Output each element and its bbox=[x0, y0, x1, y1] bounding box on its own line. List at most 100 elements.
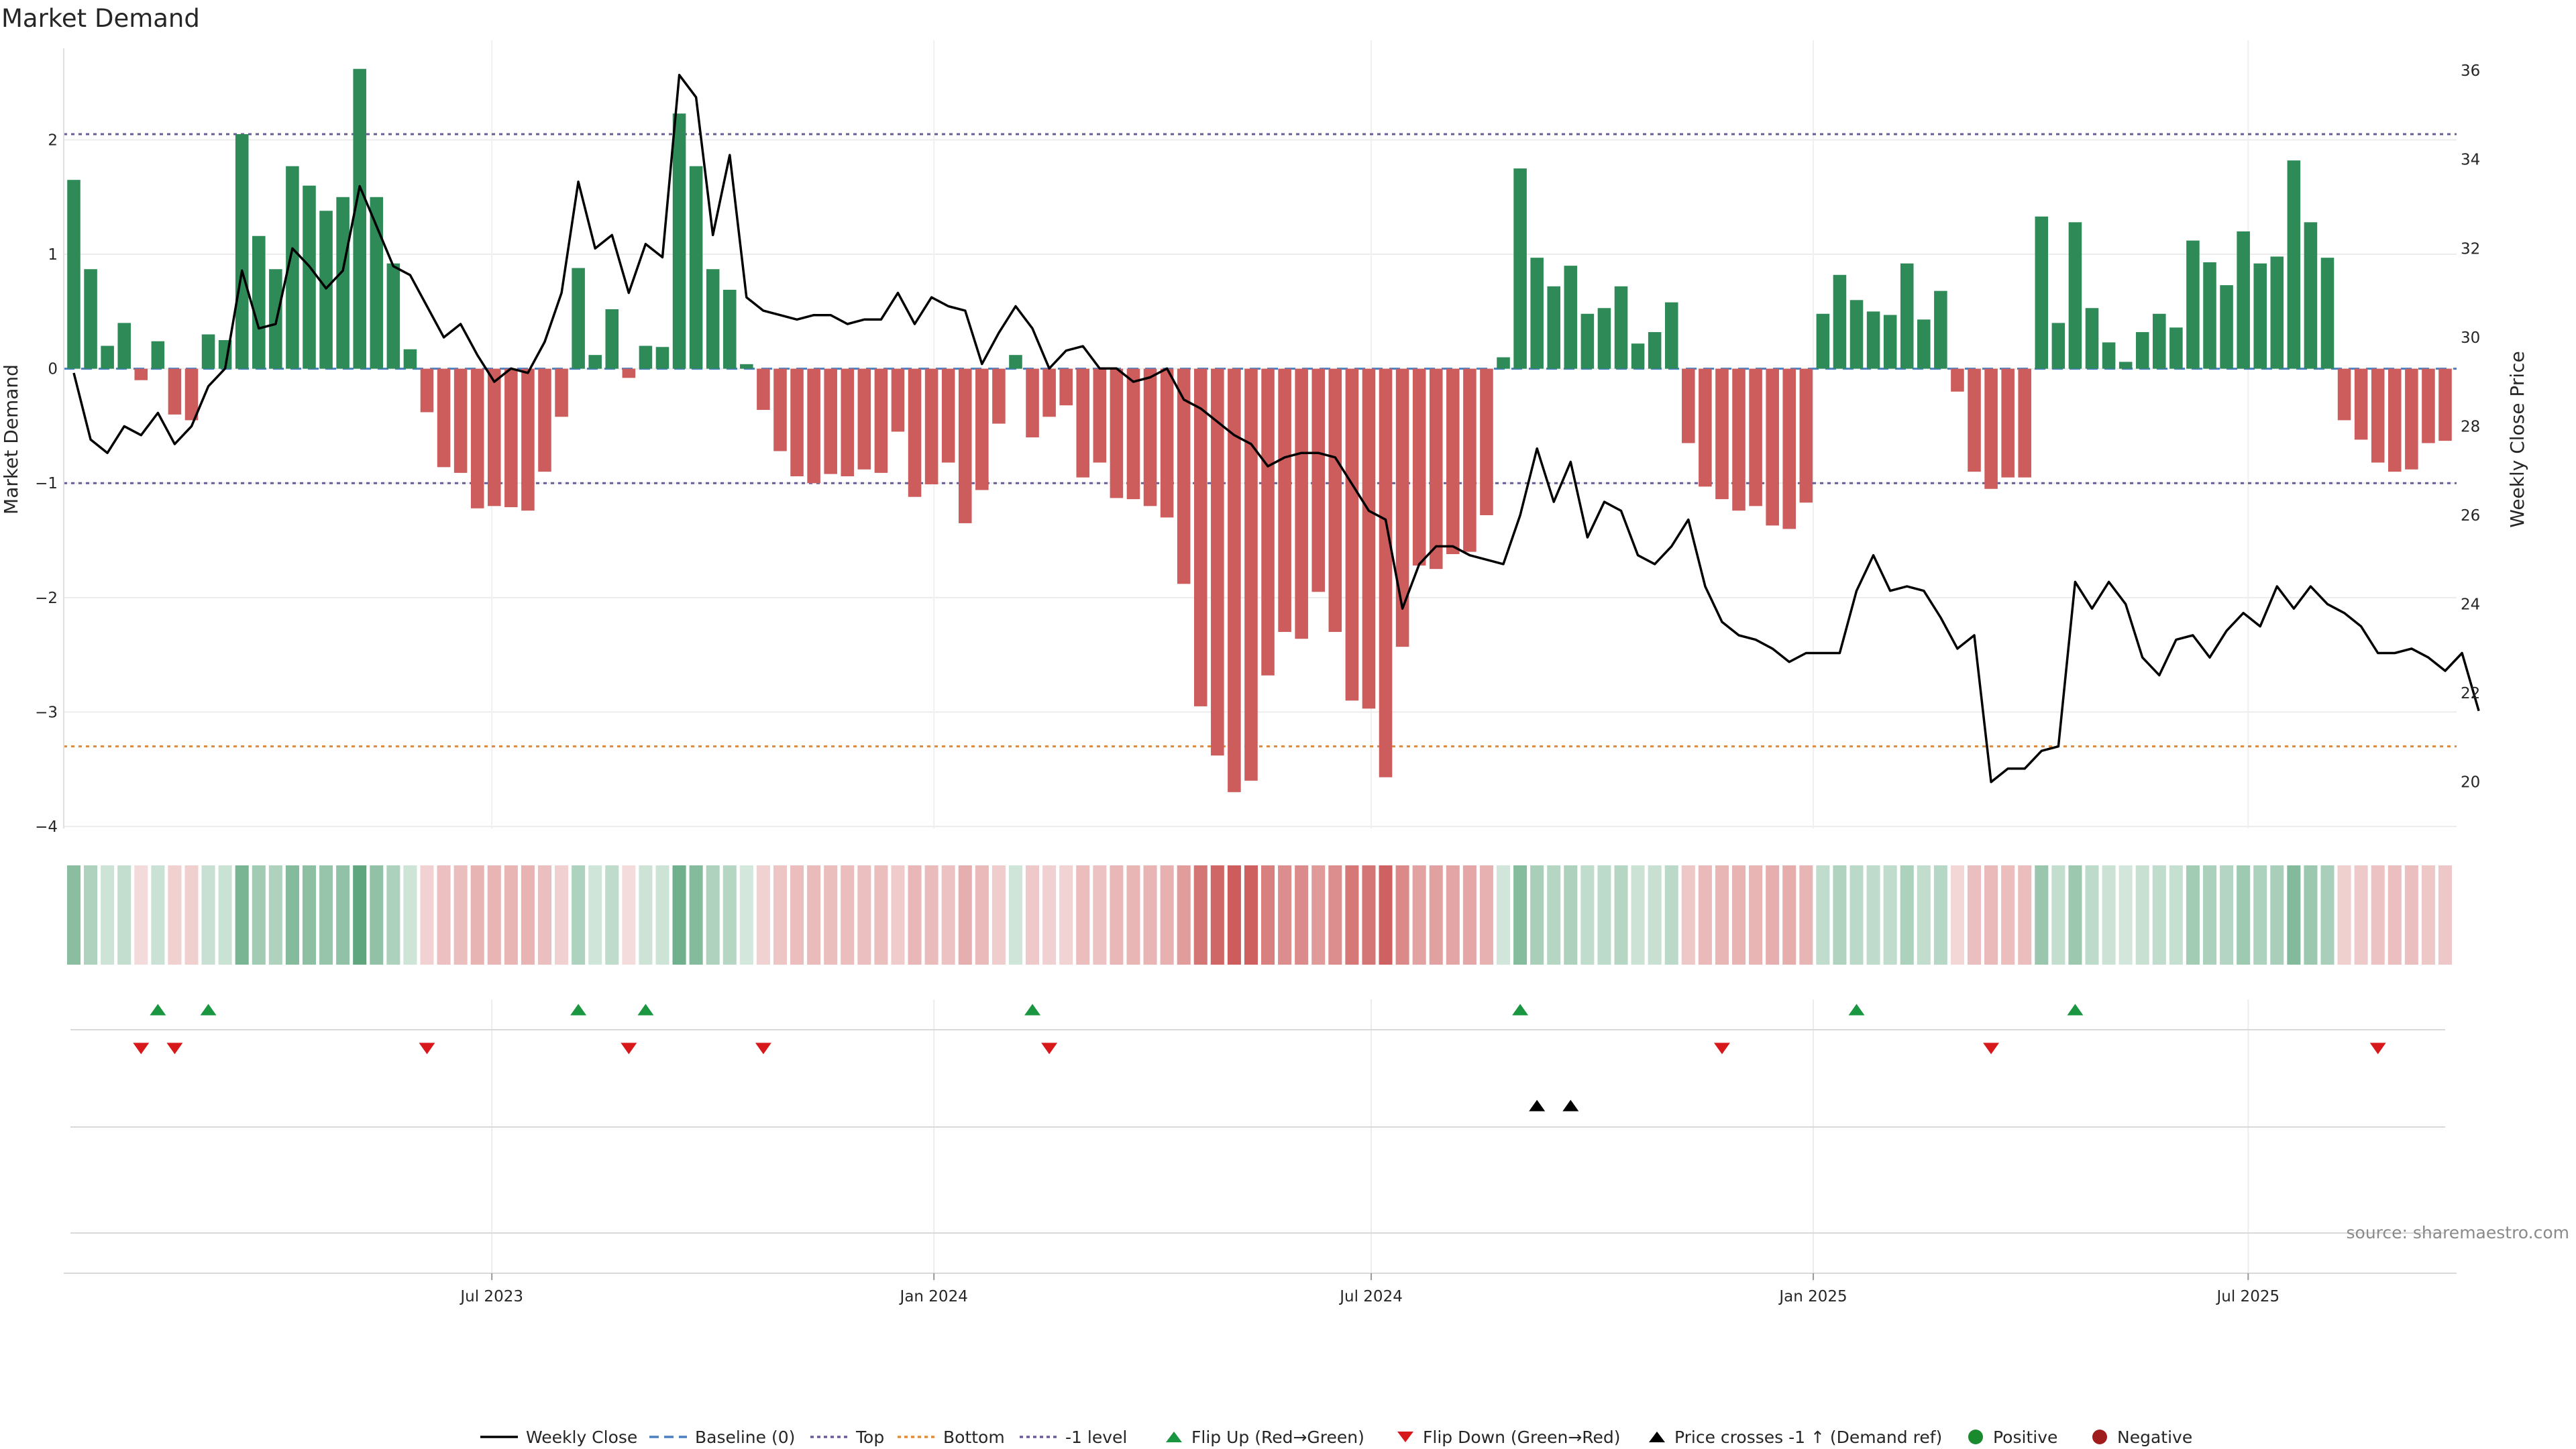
heat-cell bbox=[101, 865, 115, 965]
demand-bar bbox=[1211, 368, 1224, 756]
demand-bar bbox=[1513, 168, 1527, 369]
heat-cell bbox=[521, 865, 535, 965]
heat-cell bbox=[1446, 865, 1460, 965]
demand-bar bbox=[2220, 285, 2233, 369]
flip-up-marker bbox=[1848, 1004, 1865, 1016]
demand-bar bbox=[201, 334, 215, 369]
demand-bar bbox=[2304, 222, 2318, 369]
demand-bar bbox=[790, 368, 804, 476]
heat-cell bbox=[1749, 865, 1763, 965]
heat-cell bbox=[1597, 865, 1611, 965]
heat-cell bbox=[1395, 865, 1409, 965]
demand-bar bbox=[555, 368, 568, 417]
heat-cell bbox=[672, 865, 686, 965]
demand-bar bbox=[773, 368, 787, 451]
heat-cell bbox=[2304, 865, 2318, 965]
demand-bar bbox=[2371, 368, 2385, 463]
y-right-tick-label: 32 bbox=[2461, 240, 2480, 258]
heat-cell bbox=[807, 865, 821, 965]
page-title: Market Demand bbox=[1, 4, 200, 33]
heat-cell bbox=[991, 865, 1006, 965]
heat-cell bbox=[2287, 865, 2301, 965]
demand-bar bbox=[101, 345, 114, 369]
heat-cell bbox=[958, 865, 972, 965]
heat-cell bbox=[1429, 865, 1443, 965]
heat-cell bbox=[2135, 865, 2149, 965]
demand-bar bbox=[1412, 368, 1426, 566]
heat-cell bbox=[639, 865, 653, 965]
heat-cell bbox=[470, 865, 484, 965]
demand-bar bbox=[622, 368, 636, 378]
flip-up-marker bbox=[150, 1004, 166, 1016]
heat-cell bbox=[2337, 865, 2351, 965]
heat-cell bbox=[1412, 865, 1426, 965]
demand-bar bbox=[1732, 368, 1746, 511]
heat-cell bbox=[555, 865, 569, 965]
heat-cell bbox=[504, 865, 518, 965]
demand-bar bbox=[2051, 323, 2065, 369]
demand-bar bbox=[1059, 368, 1073, 406]
heat-cell bbox=[336, 865, 350, 965]
demand-bar bbox=[1951, 368, 1964, 392]
heat-cell bbox=[2152, 865, 2166, 965]
demand-bar bbox=[1883, 315, 1897, 369]
legend-swatch bbox=[2092, 1430, 2107, 1444]
demand-bar bbox=[958, 368, 972, 523]
heat-cell bbox=[2018, 865, 2032, 965]
y-right-tick-label: 24 bbox=[2461, 596, 2480, 614]
demand-bar bbox=[1228, 368, 1241, 792]
heat-cell bbox=[874, 865, 888, 965]
demand-bar bbox=[437, 368, 451, 468]
heat-cell bbox=[1076, 865, 1090, 965]
x-tick-label: Jul 2023 bbox=[459, 1288, 523, 1305]
heat-cell bbox=[2085, 865, 2099, 965]
flip-up-marker bbox=[637, 1004, 654, 1016]
x-tick-label: Jul 2024 bbox=[1338, 1288, 1403, 1305]
heat-cell bbox=[1143, 865, 1157, 965]
demand-bar bbox=[235, 133, 249, 369]
heat-cell bbox=[739, 865, 753, 965]
source-label: source: sharemaestro.com bbox=[2347, 1223, 2570, 1242]
demand-bar bbox=[824, 368, 837, 474]
demand-bar bbox=[2102, 342, 2116, 369]
demand-bar bbox=[1379, 368, 1393, 777]
heat-cell bbox=[1799, 865, 1813, 965]
heat-cell bbox=[1110, 865, 1124, 965]
heat-cell bbox=[403, 865, 417, 965]
demand-bar bbox=[2169, 327, 2183, 369]
demand-bar bbox=[1261, 368, 1275, 676]
flip-down-marker bbox=[419, 1042, 435, 1055]
legend-swatch bbox=[1166, 1432, 1182, 1442]
heat-cell bbox=[1731, 865, 1746, 965]
heat-cell bbox=[588, 865, 602, 965]
demand-bar bbox=[2118, 362, 2133, 369]
legend-label: Top bbox=[855, 1428, 884, 1447]
demand-bar bbox=[2186, 240, 2200, 369]
demand-bar bbox=[1093, 368, 1107, 463]
demand-bar bbox=[1682, 368, 1695, 443]
heat-cell bbox=[117, 865, 131, 965]
heat-cell bbox=[201, 865, 215, 965]
demand-bar bbox=[1833, 274, 1847, 369]
heat-cell bbox=[1883, 865, 1897, 965]
heat-cell bbox=[168, 865, 182, 965]
legend: Weekly Close Baseline (0) Top Bottom -1 leve… bbox=[480, 1428, 2192, 1447]
legend-label: Flip Up (Red→Green) bbox=[1191, 1428, 1364, 1447]
flip-down-marker bbox=[166, 1042, 183, 1055]
demand-bar bbox=[303, 185, 316, 369]
flip-down-marker bbox=[2369, 1042, 2386, 1055]
heat-cell bbox=[1614, 865, 1628, 965]
heat-cell bbox=[302, 865, 317, 965]
heat-cell bbox=[655, 865, 669, 965]
demand-bar bbox=[1699, 368, 1712, 487]
heat-cell bbox=[2253, 865, 2267, 965]
heat-cell bbox=[1766, 865, 1780, 965]
heat-cell bbox=[420, 865, 434, 965]
heat-cell bbox=[1833, 865, 1847, 965]
demand-bar bbox=[67, 180, 80, 369]
demand-bar bbox=[1497, 357, 1510, 369]
flip-up-marker bbox=[2067, 1004, 2084, 1016]
heat-cell bbox=[1866, 865, 1880, 965]
flip-up-marker bbox=[1512, 1004, 1529, 1016]
